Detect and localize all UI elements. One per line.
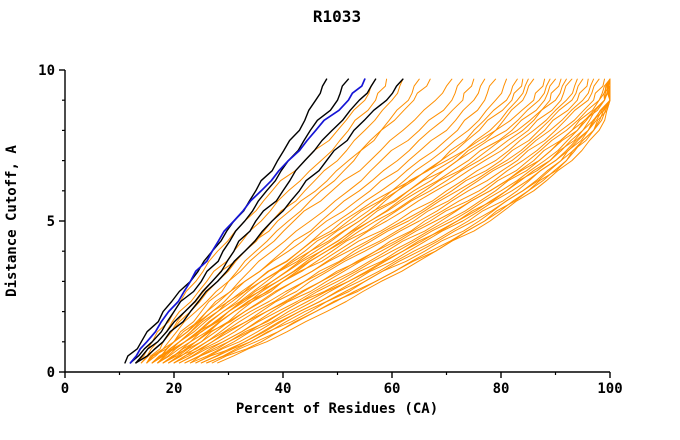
series-line-blue	[129, 78, 366, 364]
x-axis-label: Percent of Residues (CA)	[236, 401, 438, 417]
series-line-orange	[157, 78, 556, 364]
series-line-orange	[217, 78, 611, 364]
series-line-orange	[189, 78, 611, 364]
series-line-orange	[151, 78, 551, 364]
series-line-black	[135, 78, 377, 364]
series-line-orange	[200, 78, 611, 364]
series-line-orange	[195, 78, 611, 364]
series-line-orange	[178, 78, 605, 364]
axes: 0 20 40 60 80 100 0 5 10	[38, 63, 623, 397]
series-line-orange	[157, 78, 507, 364]
series-line-orange	[151, 78, 567, 364]
series-line-orange	[151, 78, 497, 364]
series-line-orange	[151, 78, 524, 364]
series-line-orange	[157, 78, 475, 364]
series-line-orange	[206, 78, 611, 364]
series-line-orange	[168, 78, 595, 364]
x-tick-label: 80	[493, 381, 510, 397]
series-line-black	[124, 78, 328, 364]
series-line-orange	[206, 78, 611, 364]
y-tick-label: 0	[47, 365, 55, 381]
y-axis-label: Distance Cutoff, A	[4, 145, 20, 297]
series-line-orange	[157, 78, 573, 364]
x-tick-label: 20	[166, 381, 183, 397]
series-line-orange	[173, 78, 589, 364]
series-line-orange	[140, 78, 431, 364]
chart-title: R1033	[313, 7, 361, 26]
series-line-orange	[140, 78, 388, 364]
series-line-orange	[162, 78, 584, 364]
y-tick-label: 5	[47, 214, 55, 230]
series-line-orange	[168, 78, 578, 364]
series-line-orange	[184, 78, 611, 364]
series-line-orange	[200, 78, 611, 364]
x-tick-label: 100	[597, 381, 622, 397]
series-line-orange	[189, 78, 611, 364]
series-line-black	[135, 78, 404, 364]
x-tick-label: 0	[61, 381, 69, 397]
series-line-black	[129, 78, 350, 364]
series-line-orange	[146, 78, 453, 364]
series-lines	[124, 78, 611, 364]
series-line-orange	[146, 78, 546, 364]
series-line-orange	[151, 78, 420, 364]
series-line-orange	[173, 78, 611, 364]
series-line-orange	[184, 78, 611, 364]
y-tick-label: 10	[38, 63, 55, 79]
series-line-orange	[151, 78, 464, 364]
x-tick-label: 40	[275, 381, 292, 397]
x-tick-label: 60	[384, 381, 401, 397]
